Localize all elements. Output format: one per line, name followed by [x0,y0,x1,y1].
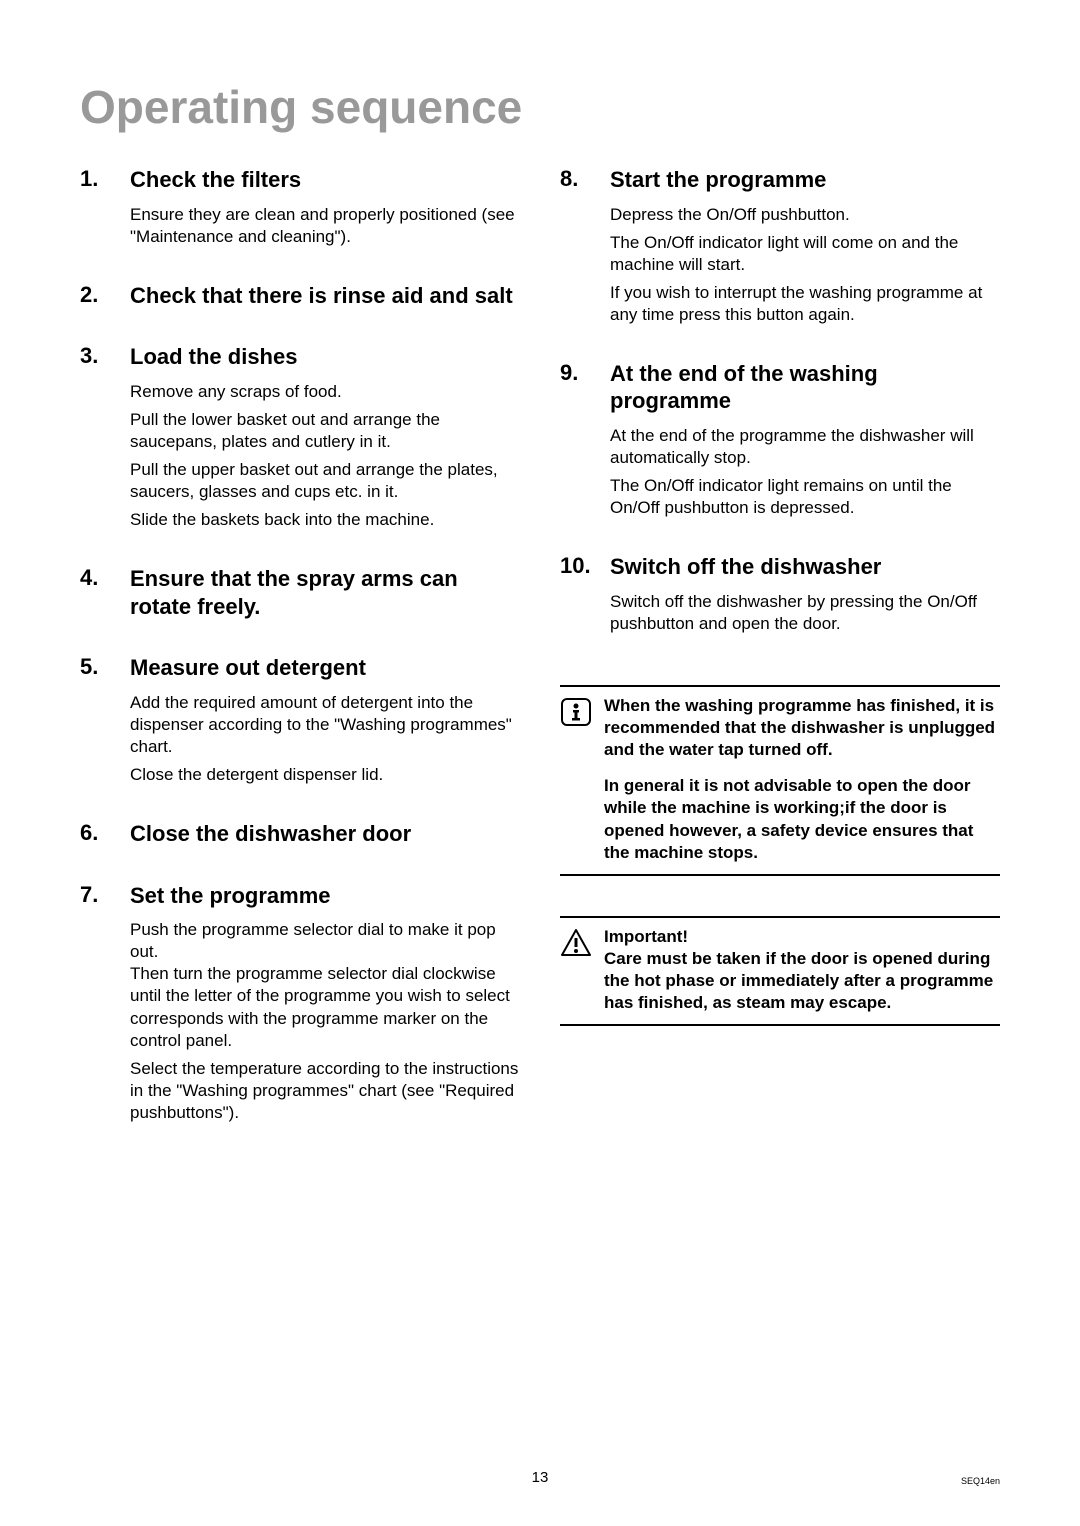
warning-text: Important! Care must be taken if the doo… [604,926,1000,1014]
section-num: 2. [80,282,130,308]
doc-code: SEQ14en [961,1476,1000,1486]
info-icon [560,697,592,727]
section-2: 2. Check that there is rinse aid and sal… [80,282,520,310]
body-text: At the end of the programme the dishwash… [610,425,1000,469]
section-num: 6. [80,820,130,846]
warning-title: Important! [604,926,1000,948]
body-text: Remove any scraps of food. [130,381,520,403]
body-text: The On/Off indicator light will come on … [610,232,1000,276]
page-number: 13 [80,1469,1000,1486]
section-3: 3. Load the dishes Remove any scraps of … [80,343,520,531]
section-7: 7. Set the programme Push the programme … [80,882,520,1124]
section-title: Load the dishes [130,343,297,371]
page-footer: 13 SEQ14en [0,1469,1080,1486]
info-paragraph: In general it is not advisable to open t… [604,775,1000,863]
section-5: 5. Measure out detergent Add the require… [80,654,520,786]
right-column: 8. Start the programme Depress the On/Of… [560,166,1000,1158]
body-text: Ensure they are clean and properly posit… [130,204,520,248]
page-title: Operating sequence [80,80,1000,134]
section-num: 4. [80,565,130,591]
section-title: Close the dishwasher door [130,820,411,848]
section-num: 7. [80,882,130,908]
section-num: 9. [560,360,610,386]
section-6: 6. Close the dishwasher door [80,820,520,848]
section-num: 5. [80,654,130,680]
body-text: The On/Off indicator light remains on un… [610,475,1000,519]
section-num: 3. [80,343,130,369]
section-10: 10. Switch off the dishwasher Switch off… [560,553,1000,635]
body-text: Pull the upper basket out and arrange th… [130,459,520,503]
section-title: Check that there is rinse aid and salt [130,282,513,310]
section-title: Ensure that the spray arms can rotate fr… [130,565,520,620]
content-columns: 1. Check the filters Ensure they are cle… [80,166,1000,1158]
section-title: Check the filters [130,166,301,194]
info-paragraph: When the washing programme has finished,… [604,695,1000,761]
section-num: 8. [560,166,610,192]
section-title: Measure out detergent [130,654,366,682]
info-text: When the washing programme has finished,… [604,695,1000,864]
warning-box: Important! Care must be taken if the doo… [560,916,1000,1026]
body-text: Pull the lower basket out and arrange th… [130,409,520,453]
section-title: Set the programme [130,882,331,910]
body-text: If you wish to interrupt the washing pro… [610,282,1000,326]
section-title: Switch off the dishwasher [610,553,881,581]
section-4: 4. Ensure that the spray arms can rotate… [80,565,520,620]
body-text: Select the temperature according to the … [130,1058,520,1124]
left-column: 1. Check the filters Ensure they are cle… [80,166,520,1158]
body-text: Switch off the dishwasher by pressing th… [610,591,1000,635]
body-text: Add the required amount of detergent int… [130,692,520,758]
body-text: Push the programme selector dial to make… [130,919,520,1052]
body-text: Slide the baskets back into the machine. [130,509,520,531]
warning-icon [560,928,592,958]
body-text: Depress the On/Off pushbutton. [610,204,1000,226]
section-num: 1. [80,166,130,192]
section-title: At the end of the washing programme [610,360,1000,415]
section-title: Start the programme [610,166,826,194]
body-text: Close the detergent dispenser lid. [130,764,520,786]
section-9: 9. At the end of the washing programme A… [560,360,1000,519]
warning-paragraph: Care must be taken if the door is opened… [604,948,1000,1014]
section-8: 8. Start the programme Depress the On/Of… [560,166,1000,326]
section-num: 10. [560,553,610,579]
info-box: When the washing programme has finished,… [560,685,1000,876]
section-1: 1. Check the filters Ensure they are cle… [80,166,520,248]
